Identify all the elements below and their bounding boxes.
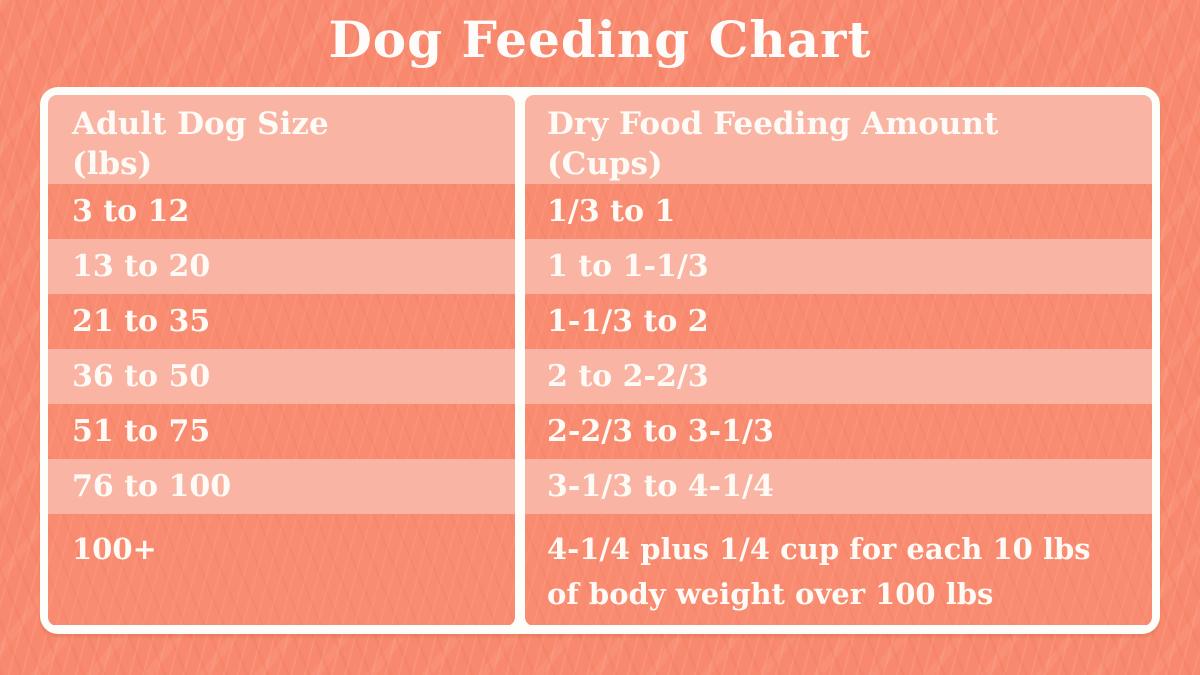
size-cell-row-4: 51 to 75: [48, 404, 515, 459]
page-title: Dog Feeding Chart: [328, 10, 872, 69]
amount-cell-row-6-text: 4-1/4 plus 1/4 cup for each 10 lbs of bo…: [547, 532, 1091, 611]
feeding-amount-header-line1: Dry Food Feeding Amount: [547, 106, 999, 142]
amount-cell-row-6: 4-1/4 plus 1/4 cup for each 10 lbs of bo…: [525, 514, 1152, 625]
amount-cell-row-1: 1 to 1-1/3: [525, 239, 1152, 294]
amount-cell-row-3: 2 to 2-2/3: [525, 349, 1152, 404]
amount-cell-row-0: 1/3 to 1: [525, 184, 1152, 239]
size-cell-row-3: 36 to 50: [48, 349, 515, 404]
column-dog-size: Adult Dog Size (lbs) 3 to 12 13 to 20 21…: [48, 95, 515, 626]
column-feeding-amount: Dry Food Feeding Amount (Cups) 1/3 to 1 …: [525, 95, 1152, 626]
dog-size-header: Adult Dog Size (lbs): [48, 95, 515, 184]
feeding-amount-header-line2: (Cups): [547, 146, 663, 182]
amount-cell-row-2: 1-1/3 to 2: [525, 294, 1152, 349]
size-cell-row-1: 13 to 20: [48, 239, 515, 294]
feeding-table: Adult Dog Size (lbs) 3 to 12 13 to 20 21…: [40, 87, 1160, 634]
size-cell-row-6: 100+: [48, 514, 515, 625]
dog-size-header-line2: (lbs): [72, 146, 153, 182]
amount-cell-row-5: 3-1/3 to 4-1/4: [525, 459, 1152, 514]
amount-cell-row-4: 2-2/3 to 3-1/3: [525, 404, 1152, 459]
size-cell-row-0: 3 to 12: [48, 184, 515, 239]
feeding-amount-header: Dry Food Feeding Amount (Cups): [525, 95, 1152, 184]
size-cell-row-2: 21 to 35: [48, 294, 515, 349]
dog-size-header-line1: Adult Dog Size: [72, 106, 329, 142]
size-cell-row-5: 76 to 100: [48, 459, 515, 514]
